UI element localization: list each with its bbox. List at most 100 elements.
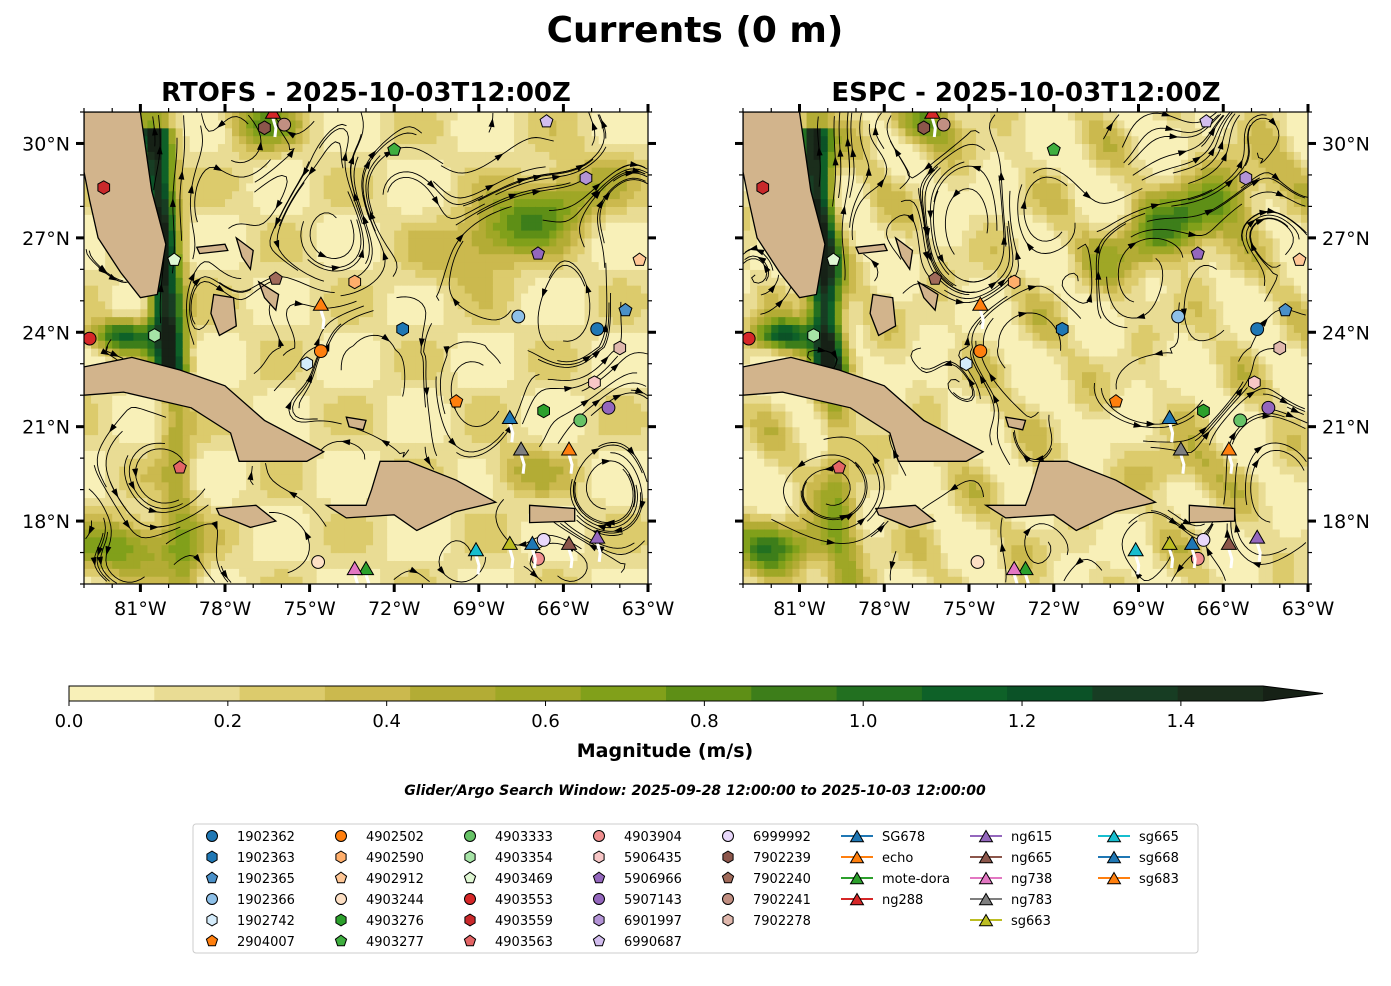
magnitude-cell <box>591 214 600 223</box>
magnitude-cell <box>556 230 564 239</box>
magnitude-cell <box>98 450 106 459</box>
magnitude-cell <box>464 261 473 270</box>
magnitude-cell <box>542 159 550 168</box>
magnitude-cell <box>464 536 473 546</box>
magnitude-cell <box>105 576 113 584</box>
magnitude-cell <box>584 277 593 286</box>
magnitude-cell <box>373 198 381 207</box>
magnitude-cell <box>260 552 268 561</box>
magnitude-cell <box>203 560 212 569</box>
magnitude-cell <box>612 112 621 121</box>
streamline-arrow <box>634 387 645 394</box>
magnitude-cell <box>168 324 177 333</box>
magnitude-cell <box>91 536 99 546</box>
magnitude-cell <box>521 159 529 168</box>
magnitude-cell <box>401 426 409 436</box>
magnitude-cell <box>380 285 388 294</box>
magnitude-cell <box>401 536 409 546</box>
magnitude-cell <box>542 576 550 584</box>
magnitude-cell <box>196 174 205 184</box>
magnitude-cell <box>556 292 564 302</box>
magnitude-cell <box>351 324 360 333</box>
magnitude-cell <box>288 544 297 554</box>
magnitude-cell <box>478 230 487 239</box>
magnitude-cell <box>499 458 508 467</box>
magnitude-cell <box>239 167 247 176</box>
magnitude-cell <box>549 410 557 420</box>
magnitude-cell <box>175 560 184 569</box>
magnitude-cell <box>196 261 205 270</box>
magnitude-cell <box>351 237 360 247</box>
magnitude-cell <box>358 112 367 121</box>
magnitude-cell <box>98 395 106 404</box>
magnitude-cell <box>91 458 99 467</box>
magnitude-cell <box>521 214 529 223</box>
magnitude-cell <box>401 363 409 373</box>
magnitude-cell <box>640 355 648 365</box>
magnitude-cell <box>337 292 346 302</box>
magnitude-cell <box>521 473 529 483</box>
magnitude-cell <box>309 348 318 357</box>
magnitude-cell <box>358 450 367 459</box>
magnitude-cell <box>415 112 423 121</box>
magnitude-cell <box>471 190 480 200</box>
magnitude-cell <box>281 466 290 475</box>
magnitude-cell <box>281 292 290 302</box>
magnitude-cell <box>640 363 648 373</box>
magnitude-cell <box>598 466 607 475</box>
magnitude-cell <box>598 214 607 223</box>
magnitude-cell <box>239 324 247 333</box>
magnitude-cell <box>415 316 423 325</box>
magnitude-cell <box>415 568 423 577</box>
magnitude-cell <box>358 300 367 310</box>
magnitude-cell <box>450 552 459 561</box>
magnitude-cell <box>189 308 198 318</box>
magnitude-cell <box>436 167 445 176</box>
magnitude-cell <box>232 167 240 176</box>
streamline-arrow <box>111 488 119 498</box>
magnitude-cell <box>196 458 205 467</box>
magnitude-cell <box>316 167 325 176</box>
magnitude-cell <box>337 544 346 554</box>
magnitude-cell <box>605 182 614 192</box>
magnitude-cell <box>598 143 607 152</box>
magnitude-cell <box>98 316 106 325</box>
magnitude-cell <box>535 261 543 270</box>
magnitude-cell <box>464 434 473 443</box>
magnitude-cell <box>422 426 431 436</box>
magnitude-cell <box>288 245 297 255</box>
magnitude-cell <box>274 206 282 215</box>
magnitude-cell <box>351 261 360 270</box>
magnitude-cell <box>203 190 212 200</box>
magnitude-cell <box>563 466 572 475</box>
magnitude-cell <box>450 237 459 247</box>
magnitude-cell <box>485 387 494 396</box>
magnitude-cell <box>380 190 388 200</box>
magnitude-cell <box>549 528 557 538</box>
magnitude-cell <box>471 198 480 207</box>
magnitude-cell <box>521 481 529 491</box>
magnitude-cell <box>429 450 438 459</box>
magnitude-cell <box>323 497 332 506</box>
magnitude-cell <box>584 560 593 569</box>
magnitude-cell <box>471 450 480 459</box>
magnitude-cell <box>436 355 445 365</box>
magnitude-cell <box>98 434 106 443</box>
magnitude-cell <box>203 112 212 121</box>
magnitude-cell <box>528 253 536 263</box>
magnitude-cell <box>401 552 409 561</box>
magnitude-cell <box>499 190 508 200</box>
magnitude-cell <box>464 135 473 145</box>
magnitude-cell <box>281 410 290 420</box>
magnitude-cell <box>542 426 550 436</box>
magnitude-cell <box>366 292 374 302</box>
magnitude-cell <box>471 159 480 168</box>
magnitude-cell <box>507 466 515 475</box>
magnitude-cell <box>267 371 275 381</box>
magnitude-cell <box>478 387 487 396</box>
magnitude-cell <box>84 300 92 310</box>
magnitude-cell <box>182 159 191 168</box>
magnitude-cell <box>373 450 381 459</box>
magnitude-cell <box>274 340 282 349</box>
magnitude-cell <box>154 182 163 192</box>
